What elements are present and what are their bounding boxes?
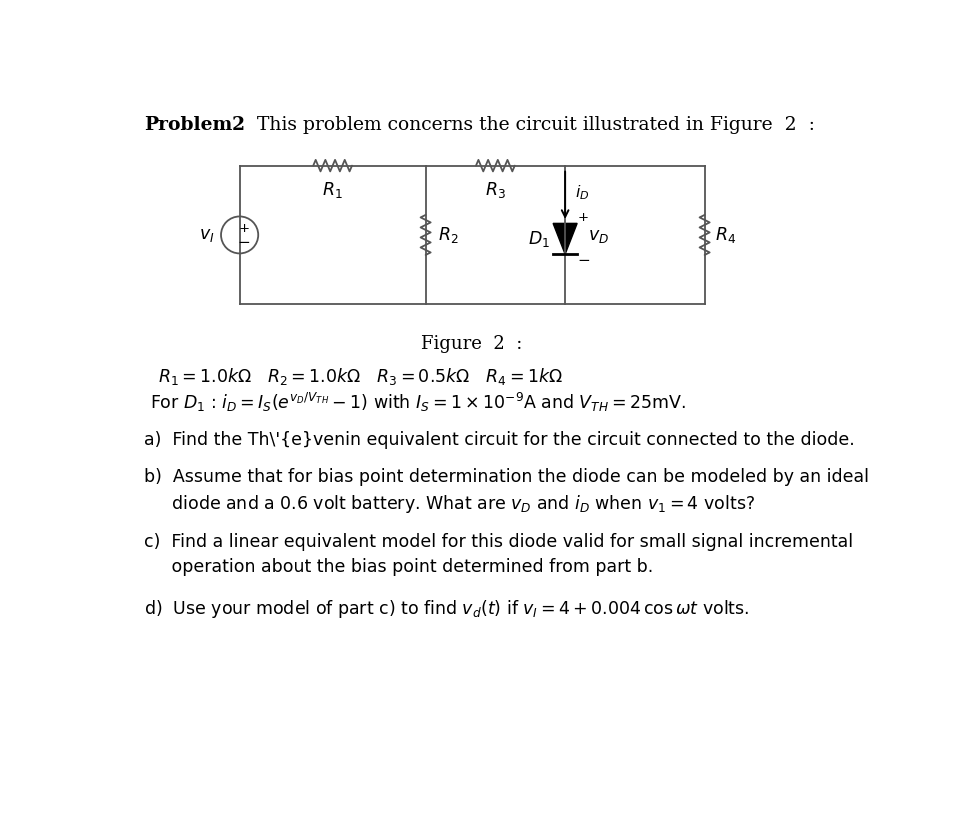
- Text: $D_1$: $D_1$: [528, 229, 550, 249]
- Text: −: −: [577, 253, 590, 268]
- Text: Problem: Problem: [144, 116, 232, 134]
- Text: For $D_1$ : $i_D = I_S(e^{v_D/V_{TH}} - 1)$ with $I_S = 1 \times 10^{-9}$A and $: For $D_1$ : $i_D = I_S(e^{v_D/V_{TH}} - …: [150, 391, 686, 414]
- Text: d)  Use your model of part c) to find $v_d(t)$ if $v_I = 4 + 0.004\,\cos\omega t: d) Use your model of part c) to find $v_…: [144, 598, 750, 620]
- Text: +: +: [239, 221, 250, 234]
- Text: $v_I$: $v_I$: [199, 226, 214, 244]
- Text: b)  Assume that for bias point determination the diode can be modeled by an idea: b) Assume that for bias point determinat…: [144, 469, 869, 487]
- Text: +: +: [577, 210, 589, 224]
- Text: $R_1$: $R_1$: [322, 180, 343, 201]
- Text: 2: 2: [232, 116, 245, 134]
- Text: c)  Find a linear equivalent model for this diode valid for small signal increme: c) Find a linear equivalent model for th…: [144, 533, 854, 551]
- Text: operation about the bias point determined from part b.: operation about the bias point determine…: [144, 557, 654, 575]
- Text: $R_2$: $R_2$: [438, 225, 459, 245]
- Text: This problem concerns the circuit illustrated in Figure  2  :: This problem concerns the circuit illust…: [257, 116, 815, 134]
- Text: $R_3$: $R_3$: [485, 180, 506, 201]
- Text: diode and a 0.6 volt battery. What are $v_D$ and $i_D$ when $v_1 = 4$ volts?: diode and a 0.6 volt battery. What are $…: [144, 493, 755, 515]
- Text: $R_1 = 1.0k\Omega$   $R_2 = 1.0k\Omega$   $R_3 = 0.5k\Omega$   $R_4 = 1k\Omega$: $R_1 = 1.0k\Omega$ $R_2 = 1.0k\Omega$ $R…: [159, 366, 563, 387]
- Text: $i_D$: $i_D$: [576, 182, 590, 201]
- Text: $v_D$: $v_D$: [588, 227, 609, 245]
- Text: Figure  2  :: Figure 2 :: [422, 335, 523, 353]
- Text: −: −: [237, 235, 250, 250]
- Polygon shape: [554, 224, 577, 254]
- Text: a)  Find the Th\'{e}venin equivalent circuit for the circuit connected to the di: a) Find the Th\'{e}venin equivalent circ…: [144, 432, 855, 450]
- Text: $R_4$: $R_4$: [715, 225, 736, 245]
